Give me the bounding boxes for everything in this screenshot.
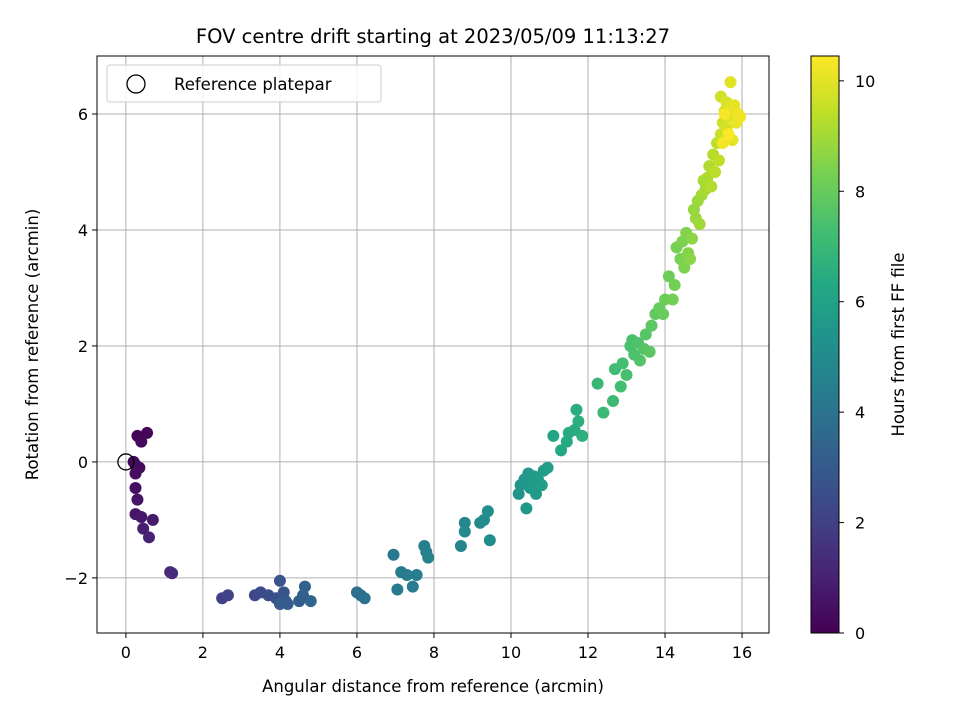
data-point [406, 580, 419, 593]
data-point [668, 279, 681, 292]
data-point [657, 308, 670, 321]
data-point [530, 487, 543, 500]
data-point [535, 479, 548, 492]
data-point [572, 415, 585, 428]
data-point [724, 76, 737, 89]
data-point [391, 583, 404, 596]
x-tick-label: 0 [121, 643, 131, 662]
data-point [645, 319, 658, 332]
colorbar-tick-label: 2 [855, 514, 865, 533]
data-point [541, 461, 554, 474]
x-tick-label: 4 [275, 643, 285, 662]
y-axis-label: Rotation from reference (arcmin) [23, 209, 42, 481]
data-point [633, 354, 646, 367]
grid-lines [97, 56, 769, 633]
data-point [684, 252, 697, 265]
data-point [483, 534, 496, 547]
x-tick-label: 14 [655, 643, 675, 662]
data-point [481, 505, 494, 518]
x-tick-label: 16 [732, 643, 752, 662]
data-point [358, 592, 371, 605]
plot-frame [96, 55, 770, 634]
data-point [387, 548, 400, 561]
data-point [221, 589, 234, 602]
x-tick-label: 12 [578, 643, 598, 662]
data-point [716, 136, 729, 149]
data-point [591, 377, 604, 390]
colorbar-tick-label: 4 [855, 403, 865, 422]
data-point [135, 435, 148, 448]
data-point [705, 180, 718, 193]
x-tick-label: 8 [429, 643, 439, 662]
colorbar-label: Hours from first FF file [889, 252, 908, 436]
x-tick-label: 6 [352, 643, 362, 662]
data-point [458, 516, 471, 529]
data-point [620, 368, 633, 381]
chart-title: FOV centre drift starting at 2023/05/09 … [196, 25, 670, 48]
y-tick-label: 0 [78, 453, 88, 472]
data-point [458, 525, 471, 538]
legend-marker [126, 74, 146, 94]
data-point [643, 345, 656, 358]
data-point [166, 567, 179, 580]
x-tick-label: 10 [501, 643, 521, 662]
data-point [693, 218, 706, 231]
data-point [142, 531, 155, 544]
data-point [304, 595, 317, 608]
y-tick-label: −2 [64, 569, 88, 588]
data-point [273, 574, 286, 587]
reference-platepar-marker [117, 453, 135, 471]
data-point [666, 293, 679, 306]
data-point [709, 165, 722, 178]
data-point [616, 357, 629, 370]
data-point [662, 270, 675, 283]
data-point [410, 569, 423, 582]
y-tick-label: 2 [78, 337, 88, 356]
data-point [570, 403, 583, 416]
data-point [129, 467, 142, 480]
data-point [678, 261, 691, 274]
legend: Reference platepar [106, 64, 382, 103]
data-point [597, 406, 610, 419]
data-point [520, 502, 533, 515]
data-point [685, 232, 698, 245]
data-point [422, 551, 435, 564]
data-point [401, 569, 414, 582]
data-point [576, 429, 589, 442]
data-point [718, 107, 731, 120]
data-point [712, 154, 725, 167]
y-tick-label: 6 [78, 105, 88, 124]
colorbar-tick-label: 10 [855, 72, 875, 91]
data-point [547, 429, 560, 442]
data-point [734, 110, 747, 123]
data-point [137, 522, 150, 535]
x-axis-label: Angular distance from reference (arcmin) [262, 677, 604, 696]
scatter-series [127, 76, 747, 611]
legend-box [106, 64, 382, 103]
colorbar-tick-label: 8 [855, 182, 865, 201]
data-point [639, 328, 652, 341]
data-point [281, 598, 294, 611]
x-tick-label: 2 [198, 643, 208, 662]
y-tick-label: 4 [78, 221, 88, 240]
colorbar-tick-label: 6 [855, 293, 865, 312]
data-point [555, 444, 568, 457]
legend-label: Reference platepar [174, 75, 332, 94]
data-point [146, 513, 159, 526]
data-point [141, 426, 154, 439]
data-point [298, 580, 311, 593]
data-point [135, 511, 148, 524]
colorbar-tick-label: 0 [855, 624, 865, 643]
data-point [131, 493, 144, 506]
data-point [454, 540, 467, 553]
data-point [607, 395, 620, 408]
data-point [722, 128, 735, 141]
data-point [129, 482, 142, 495]
data-point [614, 380, 627, 393]
colorbar [810, 55, 840, 634]
